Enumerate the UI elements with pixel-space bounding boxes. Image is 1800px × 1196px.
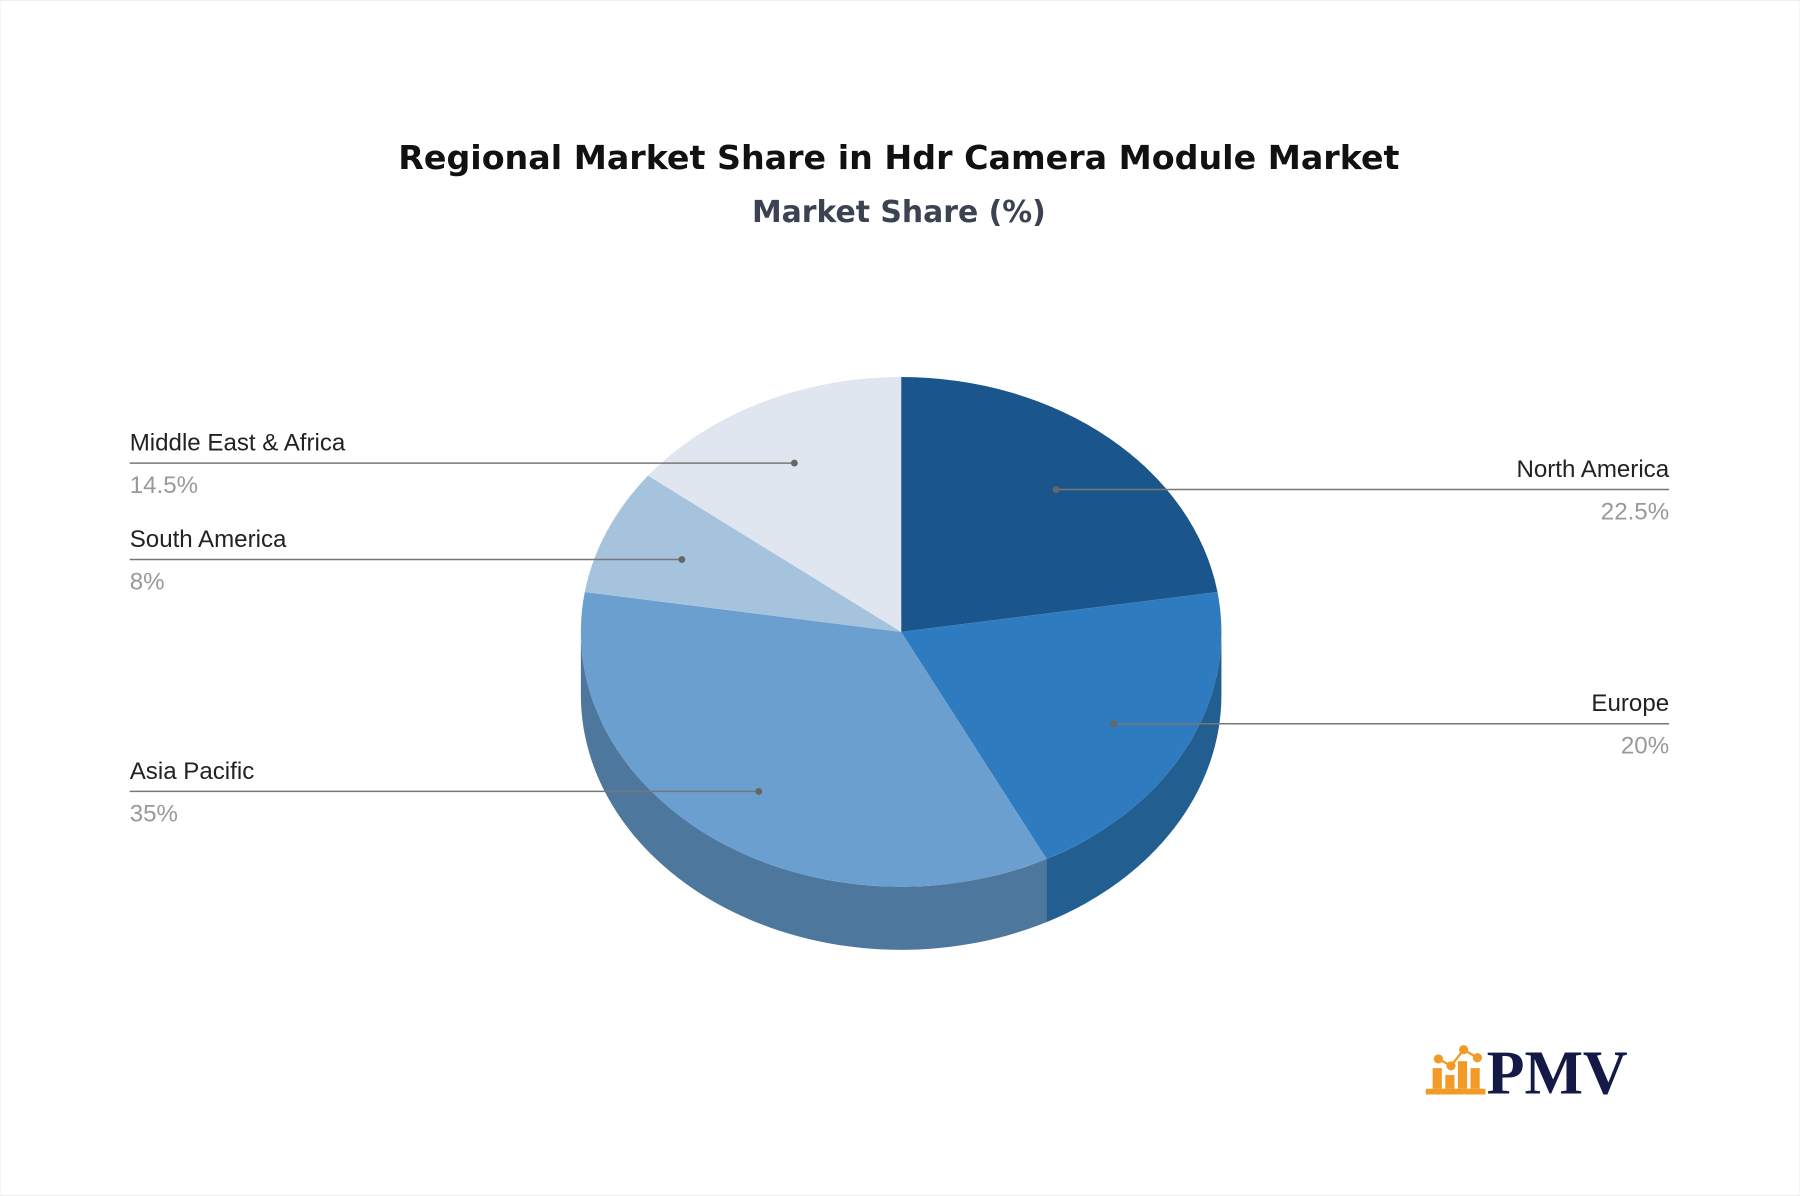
slice-south-america[interactable]: [584, 475, 902, 632]
value-north-america: 22.5%: [1601, 498, 1669, 525]
leader-dot-asia-pacific: [755, 787, 763, 795]
value-middle-east-africa: 14.5%: [130, 472, 198, 499]
slice-side-asia-pacific: [580, 631, 1047, 950]
value-south-america: 8%: [130, 568, 165, 595]
label-middle-east-africa: Middle East & Africa: [130, 429, 346, 456]
pie-sides: [580, 631, 1222, 950]
slice-north-america[interactable]: [901, 377, 1218, 632]
label-asia-pacific: Asia Pacific: [130, 758, 255, 785]
logo-text: PMV: [1487, 1039, 1628, 1107]
value-asia-pacific: 35%: [130, 800, 178, 827]
chart-subtitle: Market Share (%): [752, 195, 1046, 230]
leader-dot-south-america: [678, 556, 686, 563]
value-europe: 20%: [1621, 733, 1669, 760]
slice-asia-pacific[interactable]: [580, 591, 1047, 887]
leader-dot-north-america: [1052, 486, 1060, 493]
leader-dot-middle-east-africa: [790, 459, 798, 467]
label-south-america: South America: [130, 526, 287, 553]
label-north-america: North America: [1516, 456, 1669, 483]
slice-europe[interactable]: [901, 591, 1222, 859]
slice-side-europe: [1046, 631, 1222, 923]
bar-chart-icon: [1425, 1045, 1486, 1095]
slice-middle-east-africa[interactable]: [648, 377, 902, 632]
leader-dot-europe: [1110, 720, 1117, 728]
pie-slices: [580, 377, 1222, 887]
pie-labels: North America 22.5% Europe 20% Asia Pacific 3…: [129, 429, 1670, 827]
label-europe: Europe: [1591, 690, 1669, 717]
pmv-logo: PMV: [1425, 1039, 1628, 1107]
chart-title: Regional Market Share in Hdr Camera Modu…: [398, 138, 1399, 177]
